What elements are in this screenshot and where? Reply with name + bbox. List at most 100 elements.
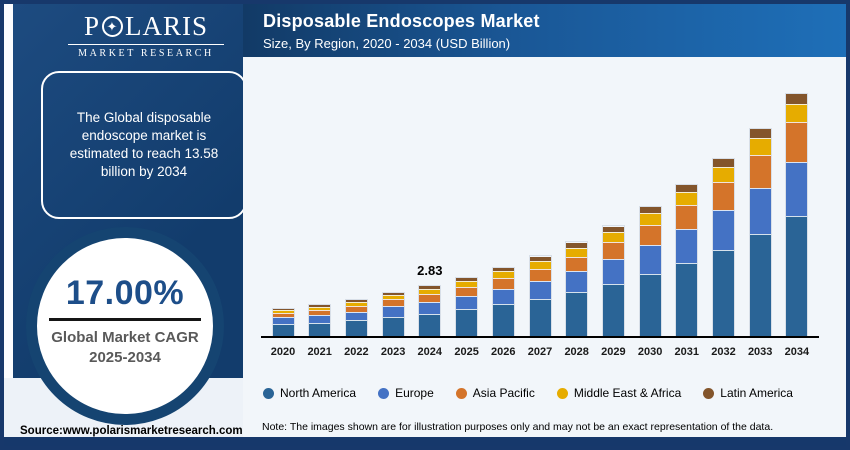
year-label-2029: 2029	[601, 346, 626, 358]
legend-dot-icon	[455, 387, 467, 399]
segment-asia-pacific	[309, 310, 331, 315]
segment-europe	[309, 315, 331, 323]
segment-north-america	[566, 292, 588, 337]
year-label-2020: 2020	[270, 346, 296, 358]
segment-latin-america	[639, 207, 661, 213]
segment-asia-pacific	[566, 257, 588, 271]
segment-asia-pacific	[529, 269, 551, 281]
segment-europe	[639, 245, 661, 274]
legend-label: Europe	[395, 386, 434, 400]
chart-area: 2020 2021 2022 2023 2024 2025 2026 2027 2028 2029…	[243, 57, 846, 437]
segment-latin-america	[786, 94, 808, 104]
disclaimer-note: Note: The images shown are for illustrat…	[262, 421, 774, 433]
segment-middle-east-africa	[419, 289, 441, 294]
source-link[interactable]: Source:www.polarismarketresearch.com	[20, 425, 243, 437]
segment-middle-east-africa	[602, 232, 624, 242]
bar-2028	[565, 241, 589, 338]
legend-dot-icon	[263, 387, 274, 399]
segment-europe	[749, 188, 771, 234]
bar-2030	[638, 206, 662, 338]
legend-dot-icon	[556, 387, 568, 399]
cagr-divider	[49, 318, 201, 321]
bottom-navy-bar	[0, 437, 850, 450]
segment-north-america	[749, 234, 771, 337]
bar-2026	[491, 267, 515, 338]
year-label-2021: 2021	[307, 346, 332, 358]
segment-north-america	[382, 317, 404, 337]
segment-europe	[492, 288, 514, 305]
legend-label: Middle East & Africa	[573, 386, 682, 400]
legend-item-middle-east-africa: Middle East & Africa	[556, 386, 682, 400]
year-label-2022: 2022	[344, 346, 369, 358]
bar-2025	[455, 277, 479, 338]
compass-star-icon: ✦	[102, 16, 123, 37]
logo-text-post: LARIS	[125, 11, 209, 41]
segment-latin-america	[492, 268, 514, 271]
page-subtitle: Size, By Region, 2020 - 2034 (USD Billio…	[263, 36, 511, 51]
bar-2024	[418, 285, 442, 338]
logo-wordmark: P ✦ LARIS	[66, 13, 226, 40]
logo-subtitle: MARKET RESEARCH	[78, 48, 214, 59]
cagr-caption-line1: Global Market CAGR	[51, 329, 199, 346]
page-title: Disposable Endoscopes Market	[263, 11, 540, 31]
segment-asia-pacific	[602, 242, 624, 259]
cagr-caption: Global Market CAGR 2025-2034	[51, 328, 199, 367]
year-label-2028: 2028	[564, 346, 589, 358]
chart-header: Disposable Endoscopes Market Size, By Re…	[243, 4, 846, 57]
chart-legend: North America Europe Asia Pacific Middle Ea…	[263, 386, 793, 400]
segment-latin-america	[456, 278, 478, 281]
segment-north-america	[419, 314, 441, 337]
year-label-2032: 2032	[711, 346, 736, 358]
bar-2020	[271, 308, 295, 338]
bar-2023	[381, 292, 405, 338]
polaris-logo: P ✦ LARIS MARKET RESEARCH	[66, 13, 226, 59]
year-label-2027: 2027	[527, 346, 553, 358]
year-label-2024: 2024	[417, 346, 443, 358]
legend-item-latin-america: Latin America	[703, 386, 793, 400]
legend-label: North America	[280, 386, 357, 400]
legend-item-north-america: North America	[263, 386, 356, 400]
cagr-percentage: 17.00%	[65, 274, 185, 312]
segment-north-america	[456, 309, 478, 337]
segment-asia-pacific	[272, 312, 294, 317]
segment-europe	[713, 210, 734, 250]
segment-asia-pacific	[676, 205, 698, 229]
segment-middle-east-africa	[272, 309, 294, 313]
segment-latin-america	[713, 159, 734, 167]
segment-middle-east-africa	[382, 295, 404, 299]
cagr-caption-line2: 2025-2034	[89, 348, 161, 366]
segment-middle-east-africa	[456, 280, 478, 287]
segment-asia-pacific	[749, 155, 771, 188]
segment-europe	[419, 302, 441, 314]
segment-north-america	[639, 274, 661, 337]
segment-north-america	[786, 215, 808, 337]
segment-asia-pacific	[786, 121, 808, 162]
bar-2027	[528, 255, 552, 338]
left-edge-strip	[4, 4, 13, 437]
segment-middle-east-africa	[749, 138, 771, 155]
bar-2029	[601, 225, 625, 338]
legend-label: Latin America	[720, 386, 793, 400]
year-label-2026: 2026	[491, 346, 516, 358]
segment-asia-pacific	[639, 225, 661, 245]
segment-asia-pacific	[492, 277, 514, 289]
logo-text-pre: P	[83, 11, 100, 41]
segment-europe	[382, 306, 404, 317]
segment-middle-east-africa	[713, 167, 734, 182]
year-label-2030: 2030	[637, 346, 663, 358]
cagr-badge: 17.00% Global Market CAGR 2025-2034	[26, 227, 224, 425]
segment-europe	[272, 316, 294, 325]
segment-europe	[566, 271, 588, 292]
segment-latin-america	[345, 300, 367, 302]
logo-divider	[68, 44, 224, 45]
segment-middle-east-africa	[309, 307, 331, 310]
segment-asia-pacific	[419, 294, 441, 302]
segment-asia-pacific	[713, 182, 734, 210]
segment-europe	[345, 311, 367, 321]
segment-asia-pacific	[345, 305, 367, 312]
segment-europe	[529, 281, 551, 299]
year-label-2033: 2033	[747, 346, 773, 358]
segment-latin-america	[382, 293, 404, 295]
data-label-2024: 2.83	[417, 263, 443, 278]
segment-north-america	[345, 320, 367, 337]
